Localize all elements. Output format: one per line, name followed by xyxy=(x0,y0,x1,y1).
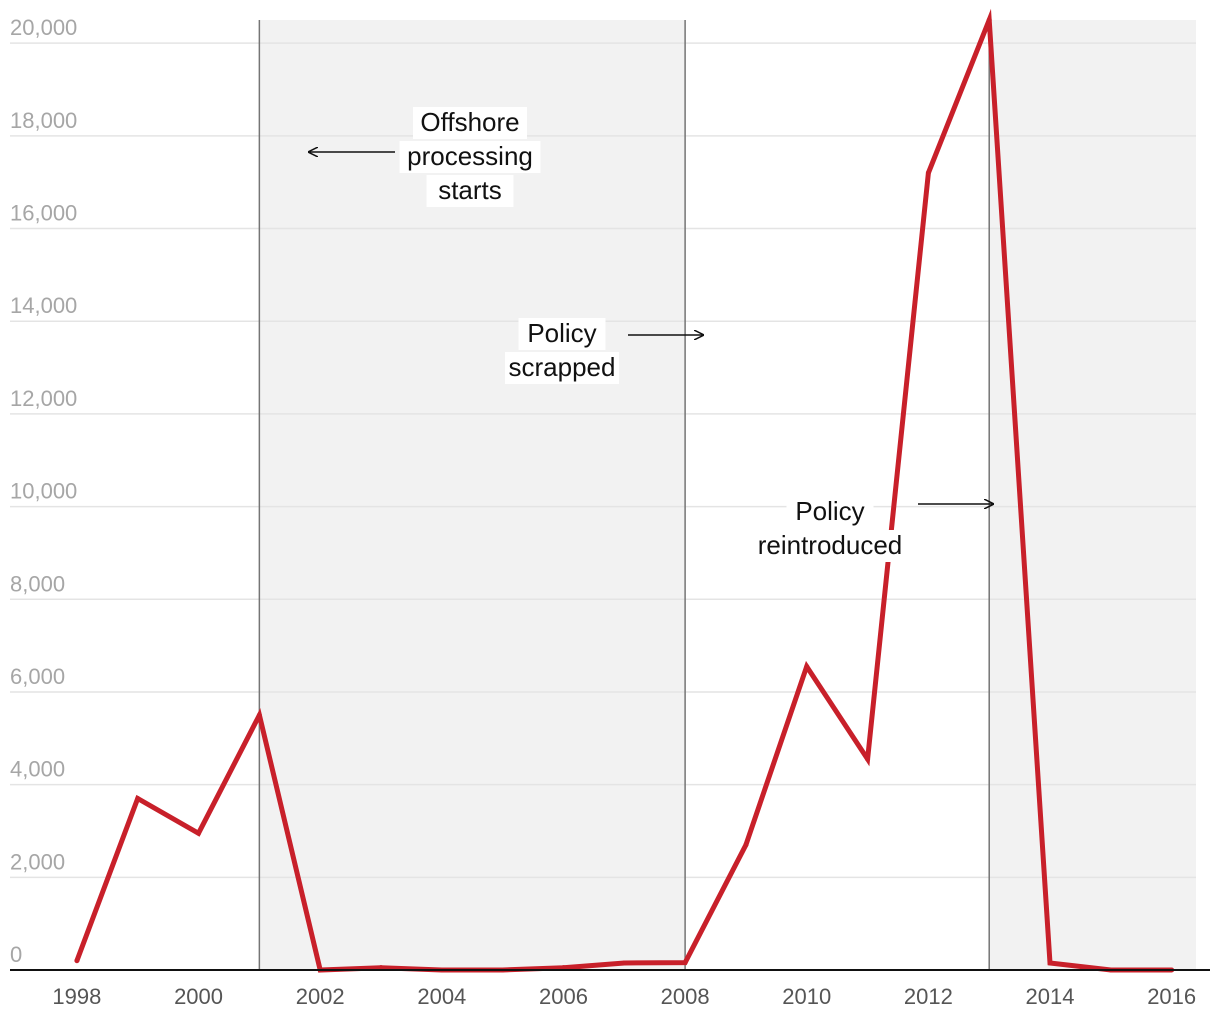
annotation-text-2-0: Policy xyxy=(795,496,864,526)
y-tick-label-0: 0 xyxy=(10,942,22,967)
data-point-0-8 xyxy=(560,965,566,971)
y-tick-label-6: 12,000 xyxy=(10,386,77,411)
data-point-0-11 xyxy=(743,842,749,848)
annotation-bg-0-0 xyxy=(413,107,527,139)
y-tick-label-1: 2,000 xyxy=(10,849,65,874)
series-layer xyxy=(74,8,1175,973)
annotation-bg-2-0 xyxy=(786,496,874,528)
annotation-2: Policy reintroduced xyxy=(746,496,993,562)
annotation-text-0-2: starts xyxy=(438,175,502,205)
x-tick-label-2: 2002 xyxy=(296,984,345,1009)
annotation-1: Policy scrapped xyxy=(505,318,703,384)
x-tick-label-5: 2008 xyxy=(661,984,710,1009)
y-tick-labels: 0 2,000 4,000 6,000 8,000 10,000 12,000 14,000 1… xyxy=(10,15,77,967)
annotation-bg-0-2 xyxy=(426,175,514,207)
annotation-bg-0-1 xyxy=(399,141,541,173)
x-tick-labels: 1998 2000 2002 2004 2006 2008 2010 2012 2014 2016 xyxy=(52,984,1196,1009)
y-tick-label-10: 20,000 xyxy=(10,15,77,40)
data-point-0-13 xyxy=(865,756,871,762)
annotation-text-0-1: processing xyxy=(407,141,533,171)
data-point-0-12 xyxy=(804,663,810,669)
annotation-bg-1-1 xyxy=(505,352,619,384)
annotation-text-1-1: scrapped xyxy=(509,352,616,382)
y-tick-label-3: 6,000 xyxy=(10,664,65,689)
data-point-0-16 xyxy=(1047,960,1053,966)
shaded-period-1 xyxy=(989,20,1196,970)
data-point-0-2 xyxy=(196,830,202,836)
x-tick-label-4: 2006 xyxy=(539,984,588,1009)
y-tick-label-8: 16,000 xyxy=(10,201,77,226)
policy-lines xyxy=(258,20,990,970)
data-point-0-10 xyxy=(682,960,688,966)
annotation-text-0-0: Offshore xyxy=(420,107,519,137)
x-tick-label-1: 2000 xyxy=(174,984,223,1009)
data-point-0-3 xyxy=(256,712,262,718)
y-tick-label-4: 8,000 xyxy=(10,571,65,596)
data-point-0-0 xyxy=(74,958,80,964)
data-point-0-5 xyxy=(378,965,384,971)
data-point-0-9 xyxy=(621,960,627,966)
x-tick-label-9: 2016 xyxy=(1147,984,1196,1009)
y-tick-label-2: 4,000 xyxy=(10,757,65,782)
x-tick-label-3: 2004 xyxy=(417,984,466,1009)
x-tick-label-7: 2012 xyxy=(904,984,953,1009)
y-tick-label-9: 18,000 xyxy=(10,108,77,133)
x-tick-label-8: 2014 xyxy=(1026,984,1075,1009)
annotations: OffshoreprocessingstartsPolicyscrappedPo… xyxy=(309,107,993,562)
annotation-0: Offshore processing starts xyxy=(309,107,541,207)
data-point-0-15 xyxy=(986,17,992,23)
annotation-text-1-0: Policy xyxy=(527,318,596,348)
y-tick-label-7: 14,000 xyxy=(10,293,77,318)
annotation-bg-2-1 xyxy=(746,530,914,562)
x-tick-label-6: 2010 xyxy=(782,984,831,1009)
x-tick-label-0: 1998 xyxy=(52,984,101,1009)
y-tick-label-5: 10,000 xyxy=(10,479,77,504)
data-point-0-14 xyxy=(925,170,931,176)
annotation-text-2-1: reintroduced xyxy=(758,530,903,560)
annotation-bg-1-0 xyxy=(518,318,606,350)
data-point-0-1 xyxy=(135,796,141,802)
